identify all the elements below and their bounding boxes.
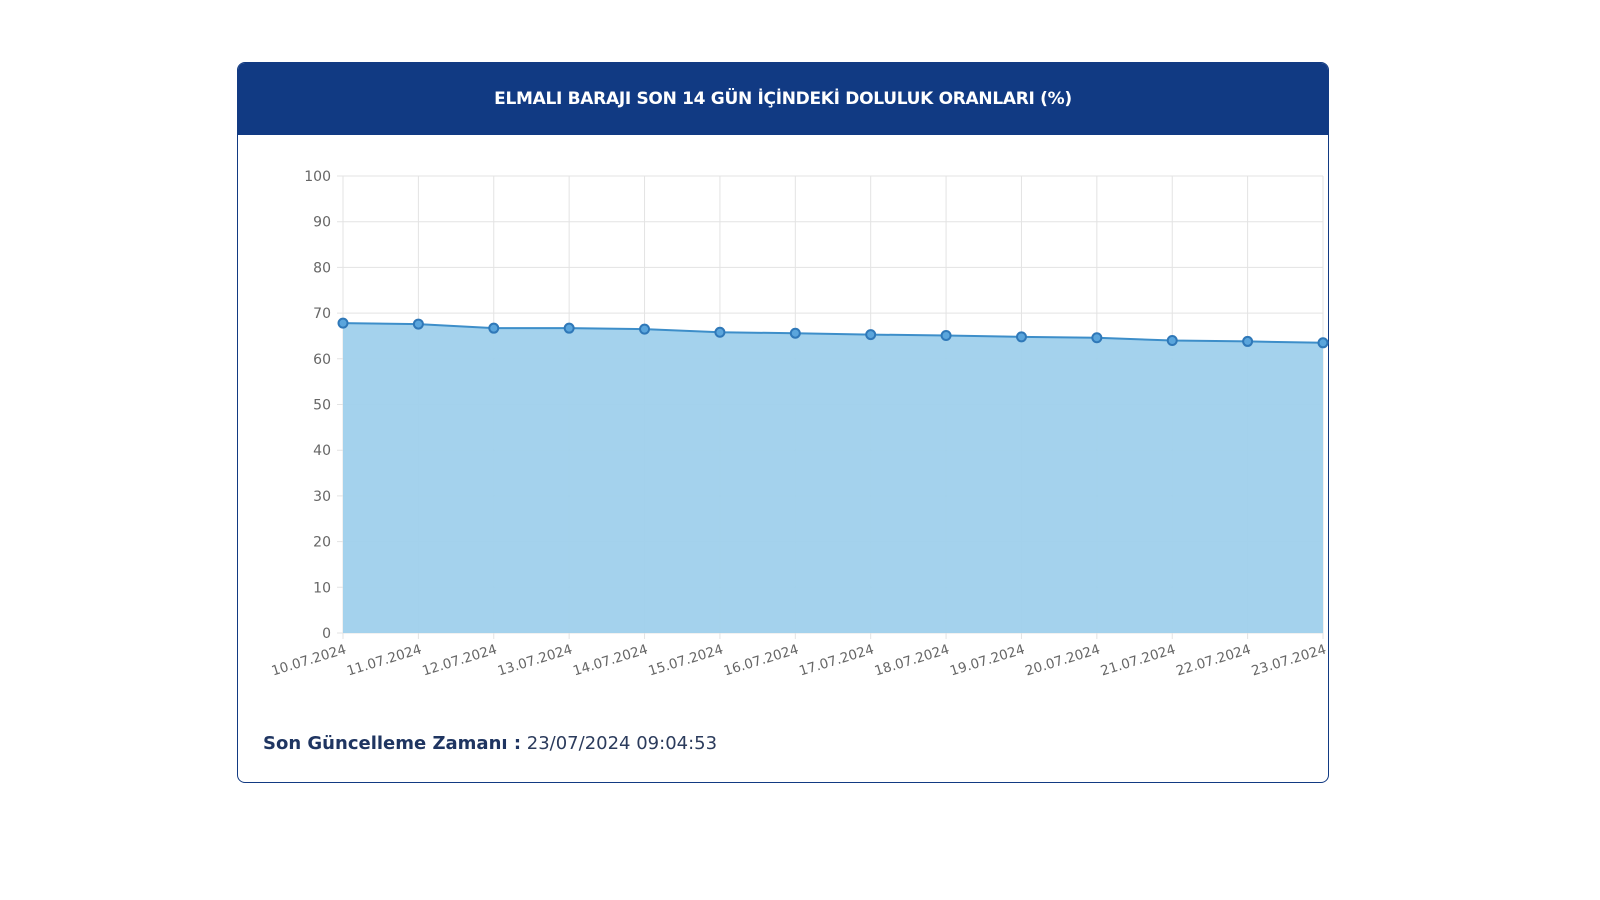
y-tick-label: 0	[322, 626, 331, 642]
data-point	[940, 329, 952, 341]
data-point	[488, 322, 500, 334]
x-tick-label: 11.07.2024	[345, 642, 424, 680]
data-point	[789, 327, 801, 339]
x-tick-label: 20.07.2024	[1023, 642, 1102, 680]
x-tick-label: 17.07.2024	[797, 642, 876, 680]
x-tick-label: 18.07.2024	[873, 642, 952, 680]
x-tick-label: 23.07.2024	[1250, 642, 1329, 680]
x-tick-label: 15.07.2024	[646, 642, 725, 680]
y-tick-label: 50	[313, 398, 331, 414]
data-point	[337, 317, 349, 329]
y-tick-label: 30	[313, 489, 331, 505]
y-tick-label: 80	[313, 260, 331, 276]
data-point	[714, 326, 726, 338]
data-point	[1242, 335, 1254, 347]
y-tick-label: 60	[313, 352, 331, 368]
data-point	[1317, 337, 1329, 349]
data-point	[1166, 335, 1178, 347]
y-tick-label: 10	[313, 580, 331, 596]
series-area	[343, 323, 1323, 633]
x-tick-label: 12.07.2024	[420, 642, 499, 680]
x-tick-label: 16.07.2024	[722, 642, 801, 680]
last-update-label: Son Güncelleme Zamanı :	[263, 733, 522, 754]
chart-title: ELMALI BARAJI SON 14 GÜN İÇİNDEKİ DOLULU…	[238, 63, 1328, 135]
y-tick-label: 90	[313, 215, 331, 231]
data-point	[639, 323, 651, 335]
y-tick-label: 70	[313, 306, 331, 322]
last-update-value: 23/07/2024 09:04:53	[526, 733, 718, 754]
data-point	[563, 322, 575, 334]
y-tick-label: 100	[304, 169, 331, 185]
data-point	[412, 318, 424, 330]
y-tick-label: 20	[313, 535, 331, 551]
series-line	[342, 322, 1324, 344]
data-point	[1015, 331, 1027, 343]
x-tick-label: 22.07.2024	[1174, 642, 1253, 680]
data-point	[865, 329, 877, 341]
data-point	[1091, 332, 1103, 344]
last-update: Son Güncelleme Zamanı : 23/07/2024 09:04…	[263, 733, 717, 754]
x-tick-label: 19.07.2024	[948, 642, 1027, 680]
x-tick-label: 10.07.2024	[270, 642, 349, 680]
x-tick-label: 14.07.2024	[571, 642, 650, 680]
y-tick-label: 40	[313, 443, 331, 459]
x-tick-label: 13.07.2024	[496, 642, 575, 680]
x-tick-label: 21.07.2024	[1099, 642, 1178, 680]
